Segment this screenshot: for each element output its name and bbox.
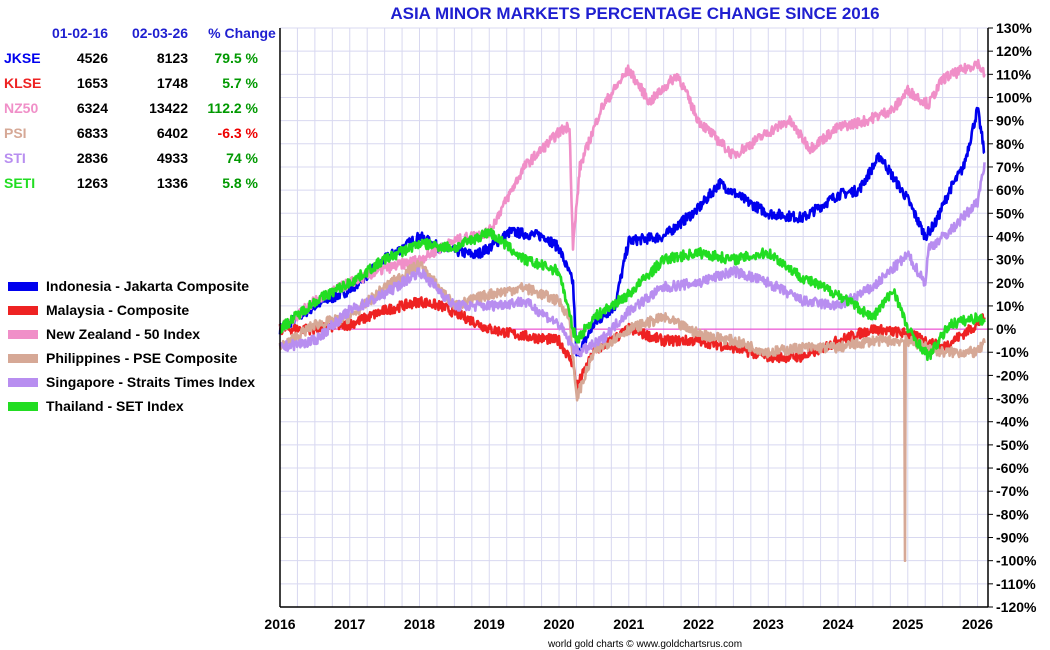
y-tick-labels: 130% 120% 110% 100% 90% 80% 70% 60% 50% 40% 30% 20%… bbox=[988, 20, 1037, 615]
x-tick-label: 2019 bbox=[474, 616, 505, 632]
y-tick-label: -50% bbox=[996, 437, 1029, 453]
y-tick-label: 10% bbox=[996, 298, 1025, 314]
y-tick-label: 110% bbox=[996, 66, 1032, 82]
table-code: JKSE bbox=[4, 50, 41, 66]
x-tick-label: 2020 bbox=[543, 616, 574, 632]
x-tick-label: 2018 bbox=[404, 616, 435, 632]
y-tick-label: 50% bbox=[996, 205, 1025, 221]
y-tick-label: 90% bbox=[996, 113, 1025, 129]
table-end-value: 13422 bbox=[149, 100, 188, 116]
table-header: 01-02-16 bbox=[52, 25, 108, 41]
y-tick-label: -40% bbox=[996, 414, 1029, 430]
legend-swatch bbox=[8, 378, 38, 387]
series-line-5 bbox=[278, 162, 986, 358]
series-line-6 bbox=[279, 227, 986, 362]
y-tick-label: -30% bbox=[996, 391, 1029, 407]
y-tick-label: -90% bbox=[996, 530, 1029, 546]
y-tick-label: 120% bbox=[996, 43, 1032, 59]
y-tick-label: 100% bbox=[996, 89, 1032, 105]
legend: Indonesia - Jakarta Composite Malaysia - … bbox=[8, 278, 255, 414]
table-start-value: 4526 bbox=[77, 50, 108, 66]
y-tick-label: 80% bbox=[996, 136, 1025, 152]
credit-text: world gold charts © www.goldchartsrus.co… bbox=[547, 639, 742, 650]
legend-swatch bbox=[8, 282, 38, 291]
x-tick-label: 2017 bbox=[334, 616, 365, 632]
legend-label: Thailand - SET Index bbox=[46, 398, 184, 414]
legend-swatch bbox=[8, 306, 38, 315]
series-line-3 bbox=[278, 58, 986, 333]
x-tick-label: 2022 bbox=[683, 616, 714, 632]
legend-label: Malaysia - Composite bbox=[46, 302, 189, 318]
y-tick-label: 40% bbox=[996, 228, 1025, 244]
table-change-value: 5.7 % bbox=[222, 75, 258, 91]
table-header: % Change bbox=[208, 25, 276, 41]
table-start-value: 6833 bbox=[77, 125, 108, 141]
table-end-value: 4933 bbox=[157, 150, 188, 166]
x-tick-label: 2025 bbox=[892, 616, 923, 632]
series-line-1 bbox=[278, 106, 986, 358]
legend-swatch bbox=[8, 330, 38, 339]
y-tick-label: -110% bbox=[996, 576, 1036, 592]
table-end-value: 8123 bbox=[157, 50, 188, 66]
table-code: PSI bbox=[4, 125, 27, 141]
y-tick-label: -120% bbox=[996, 599, 1037, 615]
y-tick-label: 30% bbox=[996, 252, 1025, 268]
table-change-value: -6.3 % bbox=[218, 125, 259, 141]
table-change-value: 74 % bbox=[226, 150, 258, 166]
table-change-value: 79.5 % bbox=[214, 50, 258, 66]
table-code: SETI bbox=[4, 175, 35, 191]
legend-label: Indonesia - Jakarta Composite bbox=[46, 278, 249, 294]
x-tick-label: 2023 bbox=[753, 616, 784, 632]
y-tick-label: 130% bbox=[996, 20, 1032, 36]
table-end-value: 1336 bbox=[157, 175, 188, 191]
table-code: STI bbox=[4, 150, 26, 166]
y-tick-label: -10% bbox=[996, 344, 1029, 360]
x-tick-label: 2016 bbox=[264, 616, 295, 632]
summary-table: 01-02-16 02-03-26 % Change JKSE 4526 8123 79.5… bbox=[4, 25, 276, 191]
x-tick-label: 2024 bbox=[822, 616, 853, 632]
table-change-value: 112.2 % bbox=[207, 100, 258, 116]
y-tick-label: 20% bbox=[996, 275, 1025, 291]
series-line-4 bbox=[278, 259, 986, 562]
y-tick-label: 70% bbox=[996, 159, 1025, 175]
series-lines bbox=[278, 58, 986, 562]
y-tick-label: 0% bbox=[996, 321, 1017, 337]
y-tick-label: -70% bbox=[996, 483, 1029, 499]
x-tick-label: 2021 bbox=[613, 616, 644, 632]
axes bbox=[279, 28, 989, 608]
x-tick-labels: 2016 2017 2018 2019 2020 2021 2022 2023 2024 2025… bbox=[264, 616, 993, 632]
legend-swatch bbox=[8, 402, 38, 411]
legend-swatch bbox=[8, 354, 38, 363]
table-start-value: 6324 bbox=[77, 100, 108, 116]
table-code: KLSE bbox=[4, 75, 41, 91]
table-change-value: 5.8 % bbox=[222, 175, 258, 191]
table-header: 02-03-26 bbox=[132, 25, 188, 41]
table-end-value: 1748 bbox=[157, 75, 188, 91]
legend-label: Philippines - PSE Composite bbox=[46, 350, 238, 366]
y-tick-label: -80% bbox=[996, 506, 1029, 522]
legend-label: New Zealand - 50 Index bbox=[46, 326, 200, 342]
chart-title: ASIA MINOR MARKETS PERCENTAGE CHANGE SIN… bbox=[390, 4, 879, 23]
x-tick-label: 2026 bbox=[962, 616, 993, 632]
y-tick-label: 60% bbox=[996, 182, 1025, 198]
table-start-value: 1263 bbox=[77, 175, 108, 191]
table-end-value: 6402 bbox=[157, 125, 188, 141]
y-tick-label: -60% bbox=[996, 460, 1029, 476]
y-tick-label: -20% bbox=[996, 367, 1029, 383]
table-start-value: 2836 bbox=[77, 150, 108, 166]
legend-label: Singapore - Straits Times Index bbox=[46, 374, 255, 390]
table-start-value: 1653 bbox=[77, 75, 108, 91]
y-tick-label: -100% bbox=[996, 553, 1037, 569]
table-code: NZ50 bbox=[4, 100, 38, 116]
